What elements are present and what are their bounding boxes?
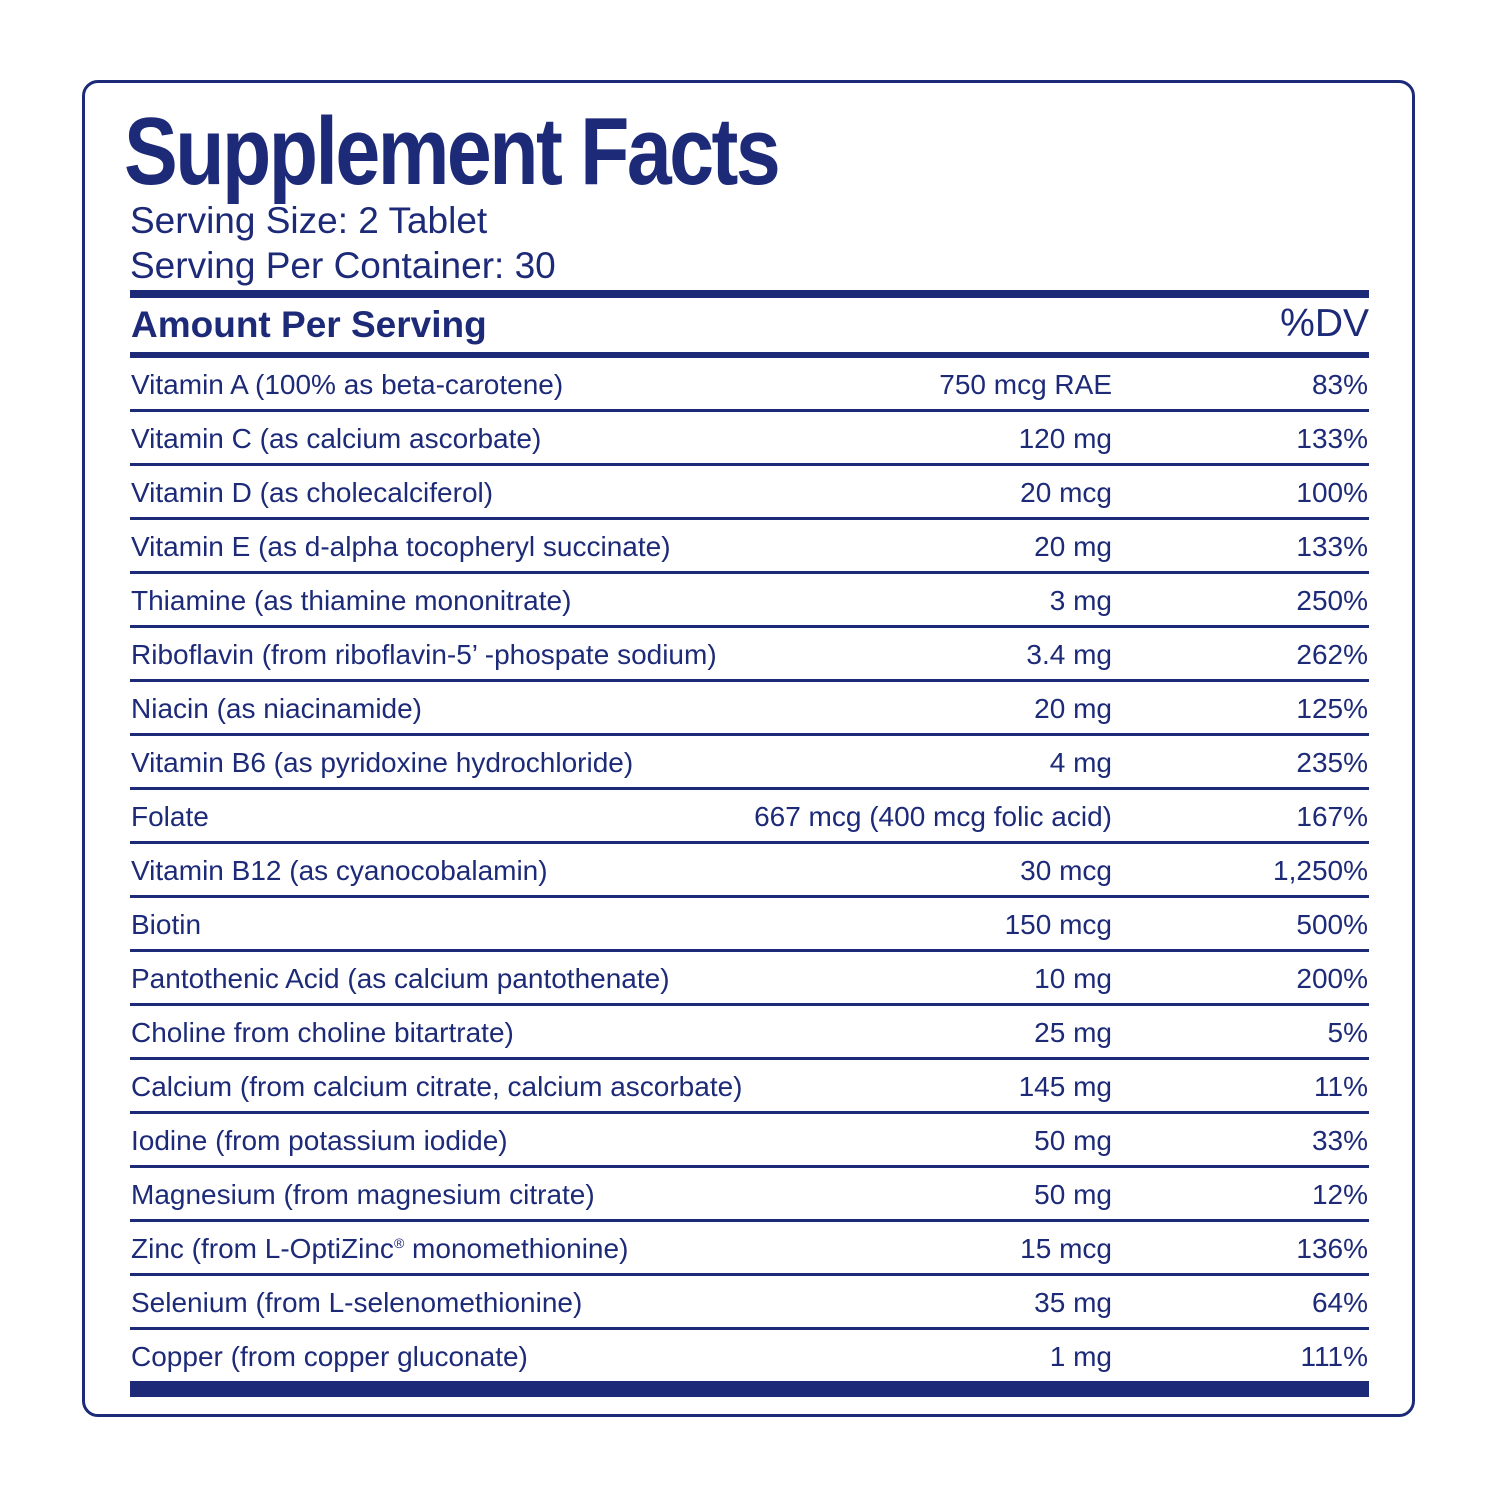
nutrient-name: Zinc (from L-OptiZinc® monomethionine) [131, 1232, 628, 1266]
nutrient-name: Iodine (from potassium iodide) [131, 1125, 508, 1156]
nutrient-name: Biotin [131, 909, 202, 940]
nutrient-amount: 750 mcg RAE [939, 369, 1112, 400]
nutrient-amount: 3.4 mg [1026, 639, 1112, 670]
nutrient-dv: 133% [1296, 423, 1368, 454]
amount-per-serving-header: Amount Per Serving [131, 304, 487, 345]
table-row: Biotin 150 mcg 500% [130, 898, 1369, 952]
nutrient-name: Folate [131, 801, 209, 832]
nutrient-dv: 167% [1296, 801, 1368, 832]
divider-top [130, 290, 1369, 298]
table-row: Copper (from copper gluconate) 1 mg 111% [130, 1330, 1369, 1381]
nutrient-dv: 11% [1314, 1071, 1368, 1102]
nutrient-name: Calcium (from calcium citrate, calcium a… [131, 1071, 743, 1102]
table-row: Choline from choline bitartrate) 25 mg 5… [130, 1006, 1369, 1060]
table-row: Iodine (from potassium iodide) 50 mg 33% [130, 1114, 1369, 1168]
table-row: Riboflavin (from riboflavin-5’ -phospate… [130, 628, 1369, 682]
nutrient-name: Pantothenic Acid (as calcium pantothenat… [131, 963, 670, 994]
nutrient-name-part: monomethionine) [404, 1233, 629, 1264]
nutrient-dv: 125% [1296, 693, 1368, 724]
nutrient-amount: 10 mg [1034, 963, 1112, 994]
nutrient-name: Choline from choline bitartrate) [131, 1017, 514, 1048]
nutrient-amount: 50 mg [1034, 1179, 1112, 1210]
table-row: Vitamin A (100% as beta-carotene) 750 mc… [130, 358, 1369, 412]
nutrient-dv: 83% [1311, 369, 1368, 400]
table-row: Calcium (from calcium citrate, calcium a… [130, 1060, 1369, 1114]
divider-header [130, 352, 1369, 358]
nutrient-amount: 30 mcg [1020, 855, 1112, 886]
serving-size: Serving Size: 2 Tablet [130, 200, 488, 241]
table-row: Zinc (from L-OptiZinc® monomethionine) 1… [130, 1222, 1369, 1276]
table-row: Vitamin B6 (as pyridoxine hydrochloride)… [130, 736, 1369, 790]
nutrient-amount: 35 mg [1034, 1287, 1112, 1318]
nutrient-amount: 145 mg [1018, 1071, 1112, 1102]
table-row: Magnesium (from magnesium citrate) 50 mg… [130, 1168, 1369, 1222]
nutrient-dv: 64% [1311, 1287, 1368, 1318]
nutrient-amount: 20 mg [1034, 531, 1112, 562]
nutrient-name: Vitamin B6 (as pyridoxine hydrochloride) [131, 747, 634, 778]
nutrient-dv: 235% [1296, 747, 1368, 778]
nutrient-name: Thiamine (as thiamine mononitrate) [131, 585, 572, 616]
nutrient-dv: 1,250% [1273, 855, 1368, 886]
nutrient-name: Vitamin C (as calcium ascorbate) [131, 423, 542, 454]
nutrient-amount: 15 mcg [1020, 1233, 1112, 1264]
nutrient-name: Vitamin B12 (as cyanocobalamin) [131, 855, 548, 886]
nutrient-dv: 33% [1311, 1125, 1368, 1156]
page-title: Supplement Facts [124, 98, 781, 205]
nutrient-name: Vitamin A (100% as beta-carotene) [131, 369, 564, 400]
nutrient-dv: 136% [1296, 1233, 1368, 1264]
table-row: Vitamin E (as d-alpha tocopheryl succina… [130, 520, 1369, 574]
nutrient-dv: 200% [1296, 963, 1368, 994]
nutrient-dv: 100% [1296, 477, 1368, 508]
table-row: Vitamin D (as cholecalciferol) 20 mcg 10… [130, 466, 1369, 520]
nutrient-name-part: Zinc (from L-OptiZinc [131, 1233, 394, 1264]
nutrient-amount: 3 mg [1049, 585, 1112, 616]
nutrient-dv: 262% [1296, 639, 1368, 670]
divider-bottom [130, 1381, 1369, 1397]
nutrient-dv: 250% [1296, 585, 1368, 616]
nutrient-dv: 5% [1327, 1017, 1368, 1048]
nutrient-amount: 667 mcg (400 mcg folic acid) [754, 801, 1112, 832]
nutrient-amount: 150 mcg [1004, 909, 1112, 940]
registered-mark: ® [393, 1235, 405, 1251]
nutrient-amount: 20 mcg [1020, 477, 1112, 508]
table-row: Selenium (from L-selenomethionine) 35 mg… [130, 1276, 1369, 1330]
nutrient-amount: 4 mg [1049, 747, 1112, 778]
nutrient-name: Selenium (from L-selenomethionine) [131, 1287, 583, 1318]
table-row: Niacin (as niacinamide) 20 mg 125% [130, 682, 1369, 736]
nutrient-amount: 120 mg [1018, 423, 1112, 454]
nutrient-amount: 50 mg [1034, 1125, 1112, 1156]
nutrient-amount: 1 mg [1049, 1341, 1112, 1372]
table-row: Thiamine (as thiamine mononitrate) 3 mg … [130, 574, 1369, 628]
nutrient-name: Copper (from copper gluconate) [131, 1341, 528, 1372]
nutrient-dv: 12% [1311, 1179, 1368, 1210]
nutrient-amount: 20 mg [1034, 693, 1112, 724]
daily-value-header: %DV [1280, 302, 1369, 345]
nutrient-name: Riboflavin (from riboflavin-5’ -phospate… [131, 639, 717, 670]
nutrient-name: Niacin (as niacinamide) [131, 693, 423, 724]
table-row: Folate 667 mcg (400 mcg folic acid) 167% [130, 790, 1369, 844]
servings-per-container: Serving Per Container: 30 [130, 245, 556, 286]
nutrient-name: Magnesium (from magnesium citrate) [131, 1179, 595, 1210]
nutrient-dv: 133% [1296, 531, 1368, 562]
nutrient-amount: 25 mg [1034, 1017, 1112, 1048]
nutrient-dv: 500% [1296, 909, 1368, 940]
table-row: Pantothenic Acid (as calcium pantothenat… [130, 952, 1369, 1006]
nutrient-table: Vitamin A (100% as beta-carotene) 750 mc… [130, 358, 1369, 1381]
nutrient-name: Vitamin D (as cholecalciferol) [131, 477, 494, 508]
supplement-facts-panel [82, 80, 1415, 1417]
nutrient-name: Vitamin E (as d-alpha tocopheryl succina… [131, 531, 671, 562]
table-row: Vitamin C (as calcium ascorbate) 120 mg … [130, 412, 1369, 466]
table-row: Vitamin B12 (as cyanocobalamin) 30 mcg 1… [130, 844, 1369, 898]
nutrient-dv: 111% [1300, 1341, 1368, 1372]
